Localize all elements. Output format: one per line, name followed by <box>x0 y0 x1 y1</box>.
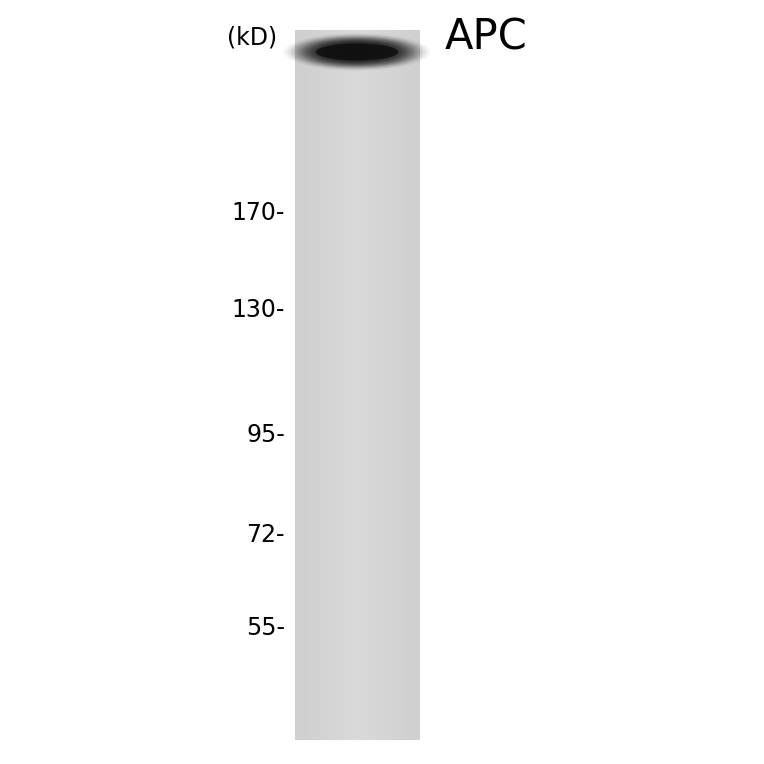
Ellipse shape <box>335 47 379 57</box>
Bar <box>370 30 373 740</box>
Bar <box>329 30 332 740</box>
Ellipse shape <box>324 44 390 60</box>
Bar <box>401 30 404 740</box>
Bar <box>295 30 298 740</box>
Ellipse shape <box>321 43 393 61</box>
Bar <box>386 30 389 740</box>
Ellipse shape <box>327 44 387 60</box>
Bar <box>314 30 317 740</box>
Ellipse shape <box>343 48 371 56</box>
Text: APC: APC <box>445 17 528 59</box>
Bar <box>417 30 420 740</box>
Bar <box>383 30 386 740</box>
Ellipse shape <box>291 35 423 69</box>
Ellipse shape <box>316 44 398 60</box>
Bar <box>361 30 364 740</box>
Bar <box>335 30 338 740</box>
Ellipse shape <box>288 34 426 70</box>
Ellipse shape <box>286 34 429 70</box>
Ellipse shape <box>338 47 376 57</box>
Bar <box>345 30 348 740</box>
Bar <box>404 30 407 740</box>
Bar <box>351 30 354 740</box>
Ellipse shape <box>341 48 374 57</box>
Ellipse shape <box>329 45 384 59</box>
Bar <box>311 30 314 740</box>
Bar <box>354 30 358 740</box>
Bar <box>392 30 395 740</box>
Bar <box>317 30 320 740</box>
Ellipse shape <box>310 40 403 64</box>
Bar <box>389 30 392 740</box>
Bar <box>358 30 361 740</box>
Bar <box>323 30 326 740</box>
Text: 55-: 55- <box>246 616 285 640</box>
Text: 130-: 130- <box>231 298 285 322</box>
Ellipse shape <box>305 39 410 65</box>
Bar <box>367 30 370 740</box>
Bar <box>298 30 301 740</box>
Ellipse shape <box>316 41 398 63</box>
Bar <box>398 30 401 740</box>
Bar <box>348 30 351 740</box>
Bar <box>376 30 380 740</box>
Bar <box>320 30 323 740</box>
Text: 95-: 95- <box>246 423 285 447</box>
Bar <box>338 30 342 740</box>
Bar <box>395 30 398 740</box>
Bar <box>373 30 376 740</box>
Bar <box>326 30 329 740</box>
Ellipse shape <box>296 37 417 67</box>
Bar <box>410 30 414 740</box>
Bar <box>380 30 383 740</box>
Bar <box>307 30 311 740</box>
Ellipse shape <box>302 38 412 66</box>
Bar <box>414 30 417 740</box>
Text: 170-: 170- <box>231 201 285 225</box>
Ellipse shape <box>332 46 382 58</box>
Text: (kD): (kD) <box>227 26 277 50</box>
Bar <box>304 30 307 740</box>
Bar <box>301 30 304 740</box>
Ellipse shape <box>313 40 401 63</box>
Ellipse shape <box>346 49 368 55</box>
Bar <box>407 30 410 740</box>
Ellipse shape <box>293 36 420 68</box>
Ellipse shape <box>319 42 396 62</box>
Bar <box>295 30 420 740</box>
Bar <box>364 30 367 740</box>
Ellipse shape <box>307 40 406 65</box>
Ellipse shape <box>299 37 415 66</box>
Text: 72-: 72- <box>247 523 285 547</box>
Bar <box>342 30 345 740</box>
Bar <box>332 30 335 740</box>
